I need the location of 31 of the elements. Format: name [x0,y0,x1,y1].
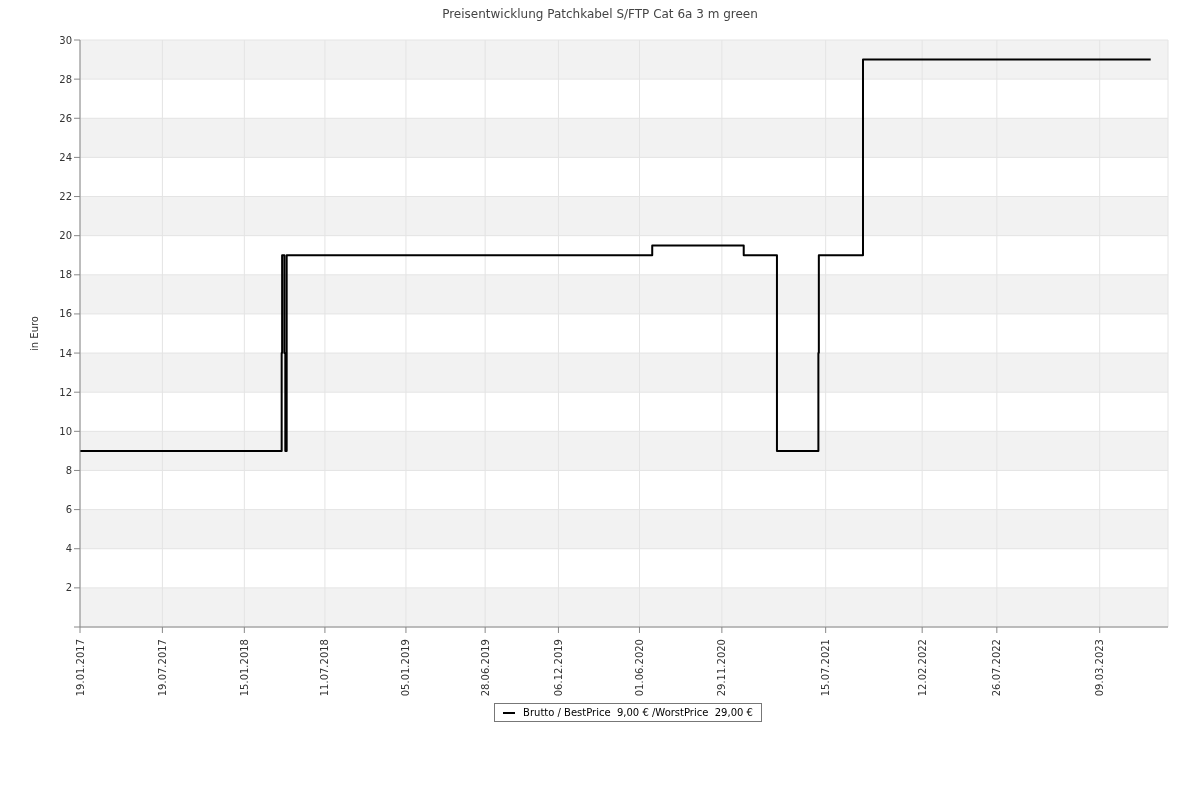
y-tick-label: 20 [59,230,72,242]
y-tick-label: 14 [59,347,72,359]
x-tick-label: 09.03.2023 [1094,639,1106,697]
x-tick-label: 12.02.2022 [916,639,928,697]
x-tick-label: 19.07.2017 [156,639,168,697]
x-tick-label: 26.07.2022 [991,639,1003,697]
x-tick-label: 15.01.2018 [238,639,250,697]
y-tick-label: 8 [65,465,72,477]
y-tick-label: 24 [59,151,72,163]
x-tick-label: 01.06.2020 [633,639,645,697]
x-tick-label: 28.06.2019 [479,639,491,697]
chart-title: Preisentwicklung Patchkabel S/FTP Cat 6a 3 m green [441,7,759,23]
y-tick-label: 6 [65,504,72,516]
y-tick-label: 22 [59,191,72,203]
legend-label: Brutto / BestPrice 9,00 € /WorstPrice 29,00 € [523,707,753,718]
x-tick-label: 29.11.2020 [716,639,728,697]
y-tick-label: 30 [59,34,72,46]
x-tick-label: 05.01.2019 [400,639,412,697]
y-tick-label: 2 [65,582,72,594]
x-tick-label: 06.12.2019 [552,639,564,697]
x-tick-label: 11.07.2018 [319,639,331,697]
y-axis-title: in Euro [28,316,40,351]
y-tick-label: 28 [59,73,72,85]
y-tick-label: 26 [59,112,72,124]
x-tick-label: 15.07.2021 [820,639,832,697]
y-tick-label: 12 [59,386,72,398]
y-tick-label: 16 [59,308,72,320]
y-tick-label: 18 [59,269,72,281]
y-tick-label: 10 [59,425,72,437]
y-tick-label: 4 [65,543,72,555]
x-tick-label: 19.01.2017 [74,639,86,697]
